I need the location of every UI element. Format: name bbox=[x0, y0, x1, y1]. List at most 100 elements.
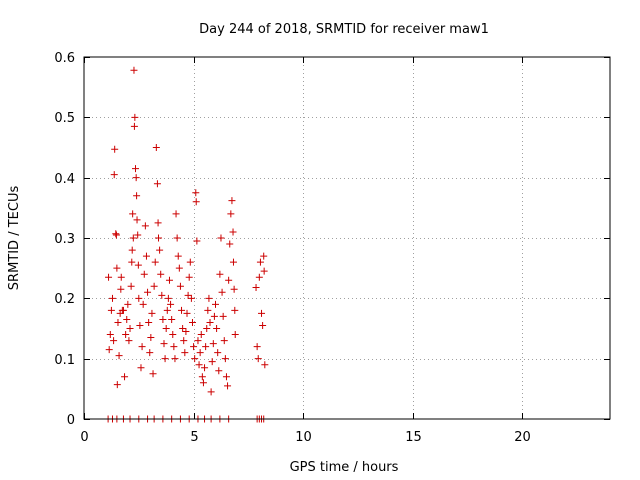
data-point bbox=[144, 288, 152, 296]
data-point bbox=[105, 273, 113, 281]
data-point bbox=[115, 352, 123, 360]
data-point bbox=[110, 337, 118, 345]
data-point bbox=[169, 331, 177, 339]
data-point bbox=[231, 306, 239, 314]
data-point bbox=[113, 381, 121, 389]
data-point bbox=[158, 291, 166, 299]
data-point bbox=[117, 285, 125, 293]
y-tick-label: 0.2 bbox=[54, 292, 75, 307]
data-point bbox=[204, 306, 212, 314]
data-point bbox=[207, 388, 215, 396]
data-point bbox=[193, 237, 201, 245]
data-point bbox=[206, 318, 214, 326]
data-point bbox=[199, 379, 207, 387]
data-point bbox=[184, 291, 192, 299]
data-point bbox=[260, 267, 268, 275]
data-point bbox=[214, 349, 222, 357]
data-point bbox=[205, 294, 213, 302]
data-point bbox=[135, 294, 143, 302]
data-point bbox=[176, 282, 184, 290]
data-point bbox=[159, 315, 167, 323]
data-point bbox=[180, 337, 188, 345]
data-point bbox=[107, 306, 115, 314]
data-point bbox=[197, 331, 205, 339]
data-point bbox=[152, 144, 160, 151]
data-point bbox=[216, 270, 224, 278]
data-point bbox=[178, 306, 186, 314]
data-point bbox=[122, 331, 130, 339]
data-point bbox=[150, 282, 158, 290]
data-point bbox=[134, 261, 142, 269]
data-point bbox=[219, 312, 227, 320]
data-point bbox=[228, 197, 236, 205]
data-point bbox=[203, 325, 211, 332]
data-point bbox=[114, 318, 122, 326]
axis-ticks: 0 0.1 0.2 0.3 0.4 0.5 0.6 0 5 10 15 20 bbox=[54, 51, 610, 445]
data-point bbox=[190, 343, 198, 351]
data-point bbox=[188, 318, 196, 326]
x-tick-label: 0 bbox=[80, 430, 88, 445]
data-point bbox=[156, 246, 164, 254]
data-point bbox=[220, 337, 228, 345]
data-point bbox=[132, 165, 140, 173]
data-point bbox=[192, 189, 200, 197]
data-point bbox=[192, 198, 200, 206]
data-point bbox=[229, 228, 237, 236]
data-point bbox=[179, 325, 187, 332]
data-point bbox=[131, 113, 139, 121]
y-axis-label: SRMTID / TECUs bbox=[7, 186, 22, 291]
data-point bbox=[254, 355, 262, 363]
data-point bbox=[128, 258, 136, 266]
data-point bbox=[256, 258, 264, 266]
data-point bbox=[187, 294, 195, 302]
data-point bbox=[210, 312, 218, 320]
data-point bbox=[125, 337, 133, 345]
data-point bbox=[226, 240, 234, 248]
data-point bbox=[132, 174, 140, 182]
data-point bbox=[168, 315, 176, 323]
data-point bbox=[198, 373, 206, 381]
data-point bbox=[218, 288, 226, 296]
data-point bbox=[191, 355, 199, 363]
data-point bbox=[217, 234, 225, 242]
data-point bbox=[113, 264, 121, 272]
data-point bbox=[148, 309, 156, 317]
data-point bbox=[123, 315, 131, 323]
data-point bbox=[164, 294, 172, 302]
data-point bbox=[136, 321, 144, 329]
data-point bbox=[261, 361, 269, 369]
data-point bbox=[130, 66, 138, 74]
data-point bbox=[154, 219, 162, 227]
data-point bbox=[170, 343, 178, 351]
data-point bbox=[108, 294, 116, 302]
data-point bbox=[258, 309, 266, 317]
data-point bbox=[141, 222, 149, 230]
data-point bbox=[231, 331, 239, 339]
data-point bbox=[129, 234, 137, 242]
data-point bbox=[182, 328, 190, 336]
data-point bbox=[173, 234, 181, 242]
data-point bbox=[202, 343, 210, 351]
data-point bbox=[183, 309, 191, 317]
data-point bbox=[215, 367, 223, 375]
data-point bbox=[112, 231, 120, 239]
x-tick-label: 5 bbox=[190, 430, 198, 445]
data-point bbox=[155, 234, 163, 242]
data-point bbox=[145, 318, 153, 326]
chart-title: Day 244 of 2018, SRMTID for receiver maw… bbox=[199, 22, 489, 37]
data-point bbox=[117, 273, 125, 281]
data-point bbox=[139, 300, 147, 308]
data-point bbox=[129, 210, 137, 218]
data-point bbox=[195, 361, 203, 369]
data-point bbox=[185, 273, 193, 281]
y-tick-label: 0.3 bbox=[54, 232, 75, 247]
data-point bbox=[106, 331, 114, 339]
x-tick-label: 20 bbox=[514, 430, 531, 445]
data-point bbox=[105, 346, 113, 354]
data-point bbox=[126, 325, 134, 332]
data-point bbox=[252, 283, 260, 291]
data-point bbox=[151, 258, 159, 266]
data-point bbox=[175, 264, 183, 272]
data-point bbox=[142, 252, 150, 260]
